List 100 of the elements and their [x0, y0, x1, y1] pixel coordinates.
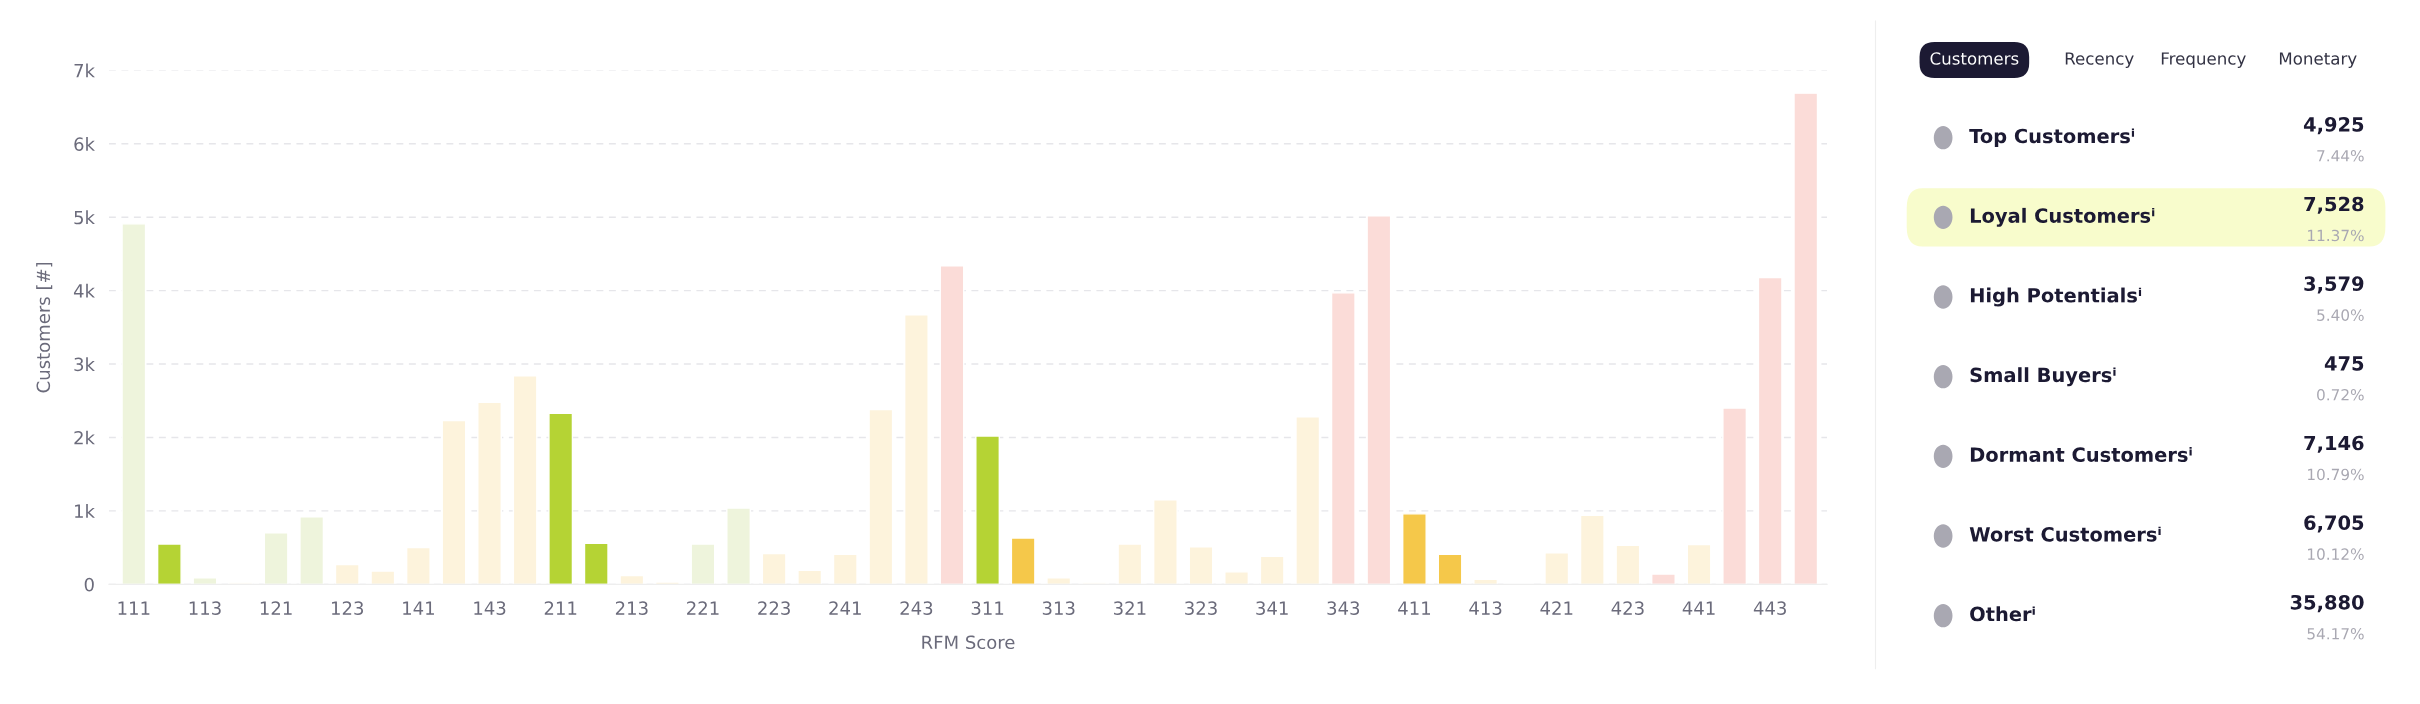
- x-tick-label: 343: [1327, 601, 1360, 615]
- x-tick-label: 123: [331, 601, 364, 615]
- x-axis-title: RFM Score: [922, 635, 1015, 650]
- x-tick-label: 223: [758, 601, 790, 615]
- x-tick-label: 241: [829, 601, 861, 615]
- text: 35,880: [2290, 594, 2364, 613]
- text: 10.79%: [2308, 468, 2364, 481]
- category-label: Otherⁱ: [1970, 606, 2035, 622]
- x-tick-label: 221: [687, 601, 719, 615]
- bar: [1402, 513, 1427, 585]
- text: 0.72%: [2317, 389, 2364, 401]
- text: 6,705: [2304, 515, 2364, 533]
- bar: [1793, 92, 1819, 585]
- bar: [334, 563, 360, 585]
- bar: [761, 552, 787, 585]
- bar: [1295, 416, 1321, 585]
- text: 7,146: [2304, 435, 2364, 453]
- bar: [1544, 552, 1570, 585]
- x-tick-label: 321: [1114, 601, 1146, 615]
- bar: [1330, 292, 1356, 585]
- bar: [1615, 544, 1641, 585]
- bar: [619, 574, 645, 585]
- bar: [1259, 555, 1285, 585]
- x-tick-label: 213: [615, 601, 648, 615]
- y-tick-label: 3k: [74, 357, 95, 372]
- bar: [690, 543, 716, 585]
- x-tick-label: 313: [1042, 601, 1075, 615]
- bar: [1152, 499, 1178, 585]
- x-tick-label: 111: [118, 601, 150, 615]
- bar: [405, 546, 431, 585]
- text: 7,528: [2304, 196, 2364, 214]
- x-tick-label: 211: [544, 601, 577, 615]
- text: 54.17%: [2307, 628, 2364, 640]
- bar: [939, 264, 965, 585]
- text: Monetary: [2279, 52, 2357, 69]
- bar: [726, 507, 751, 585]
- x-tick-label: 443: [1753, 601, 1786, 615]
- bar: [797, 569, 823, 585]
- bar: [868, 408, 894, 585]
- bar: [583, 542, 609, 585]
- bar: [1010, 537, 1036, 585]
- text: Recency: [2065, 52, 2134, 69]
- y-axis-title: Customers [#]: [36, 262, 53, 393]
- category-label: Worst Customersⁱ: [1969, 526, 2161, 542]
- bar: [1366, 215, 1392, 585]
- bar: [548, 412, 574, 585]
- category-label: Small Buyersⁱ: [1970, 367, 2116, 387]
- y-tick-label: 5k: [74, 210, 95, 225]
- bar: [477, 401, 502, 585]
- text: Frequency: [2161, 52, 2246, 69]
- bar: [1437, 553, 1463, 585]
- text: Customers: [1930, 52, 2019, 65]
- bar: [1473, 578, 1499, 585]
- bar: [192, 577, 218, 585]
- bar: [1188, 546, 1214, 585]
- x-tick-label: 143: [474, 601, 506, 615]
- y-tick-label: 1k: [75, 504, 95, 518]
- text: 4,925: [2303, 116, 2364, 135]
- bar: [903, 314, 929, 585]
- category-label: Top Customersⁱ: [1969, 128, 2135, 148]
- text: 7.44%: [2317, 150, 2364, 162]
- bar: [1224, 571, 1250, 585]
- bar: [832, 553, 858, 585]
- text: 11.37%: [2308, 229, 2364, 242]
- y-tick-label: 6k: [74, 136, 95, 151]
- bar: [1117, 543, 1143, 585]
- y-tick-label: 0: [84, 577, 94, 592]
- bar: [1046, 577, 1072, 585]
- x-tick-label: 441: [1682, 601, 1715, 615]
- category-label: Dormant Customersⁱ: [1970, 447, 2192, 462]
- bar: [299, 516, 325, 585]
- bar: [1579, 514, 1605, 585]
- bar: [1757, 276, 1783, 585]
- x-tick-label: 243: [900, 601, 933, 615]
- y-tick-label: 2k: [74, 430, 95, 445]
- category-label: Loyal Customersⁱ: [1970, 207, 2155, 227]
- x-tick-label: 113: [189, 601, 221, 615]
- x-tick-label: 311: [971, 601, 1004, 615]
- x-tick-label: 341: [1256, 601, 1288, 615]
- bar: [156, 543, 182, 585]
- bar: [512, 375, 538, 585]
- bar: [1651, 573, 1676, 585]
- category-label: High Potentialsⁱ: [1970, 287, 2142, 307]
- y-tick-label: 7k: [74, 63, 95, 78]
- x-tick-label: 413: [1469, 601, 1502, 615]
- bar: [263, 532, 289, 585]
- y-tick-label: 4k: [73, 283, 95, 298]
- bar: [370, 570, 396, 585]
- bar: [1686, 543, 1712, 585]
- bar: [975, 435, 1000, 585]
- x-tick-label: 121: [260, 601, 292, 615]
- bar: [1722, 407, 1748, 585]
- x-tick-label: 141: [403, 601, 434, 615]
- x-tick-label: 323: [1185, 601, 1217, 615]
- bar: [121, 223, 147, 585]
- text: 3,579: [2304, 276, 2364, 294]
- text: 475: [2324, 356, 2364, 371]
- text: 10.12%: [2308, 548, 2364, 560]
- text: 5.40%: [2317, 309, 2364, 321]
- x-tick-label: 421: [1540, 601, 1573, 615]
